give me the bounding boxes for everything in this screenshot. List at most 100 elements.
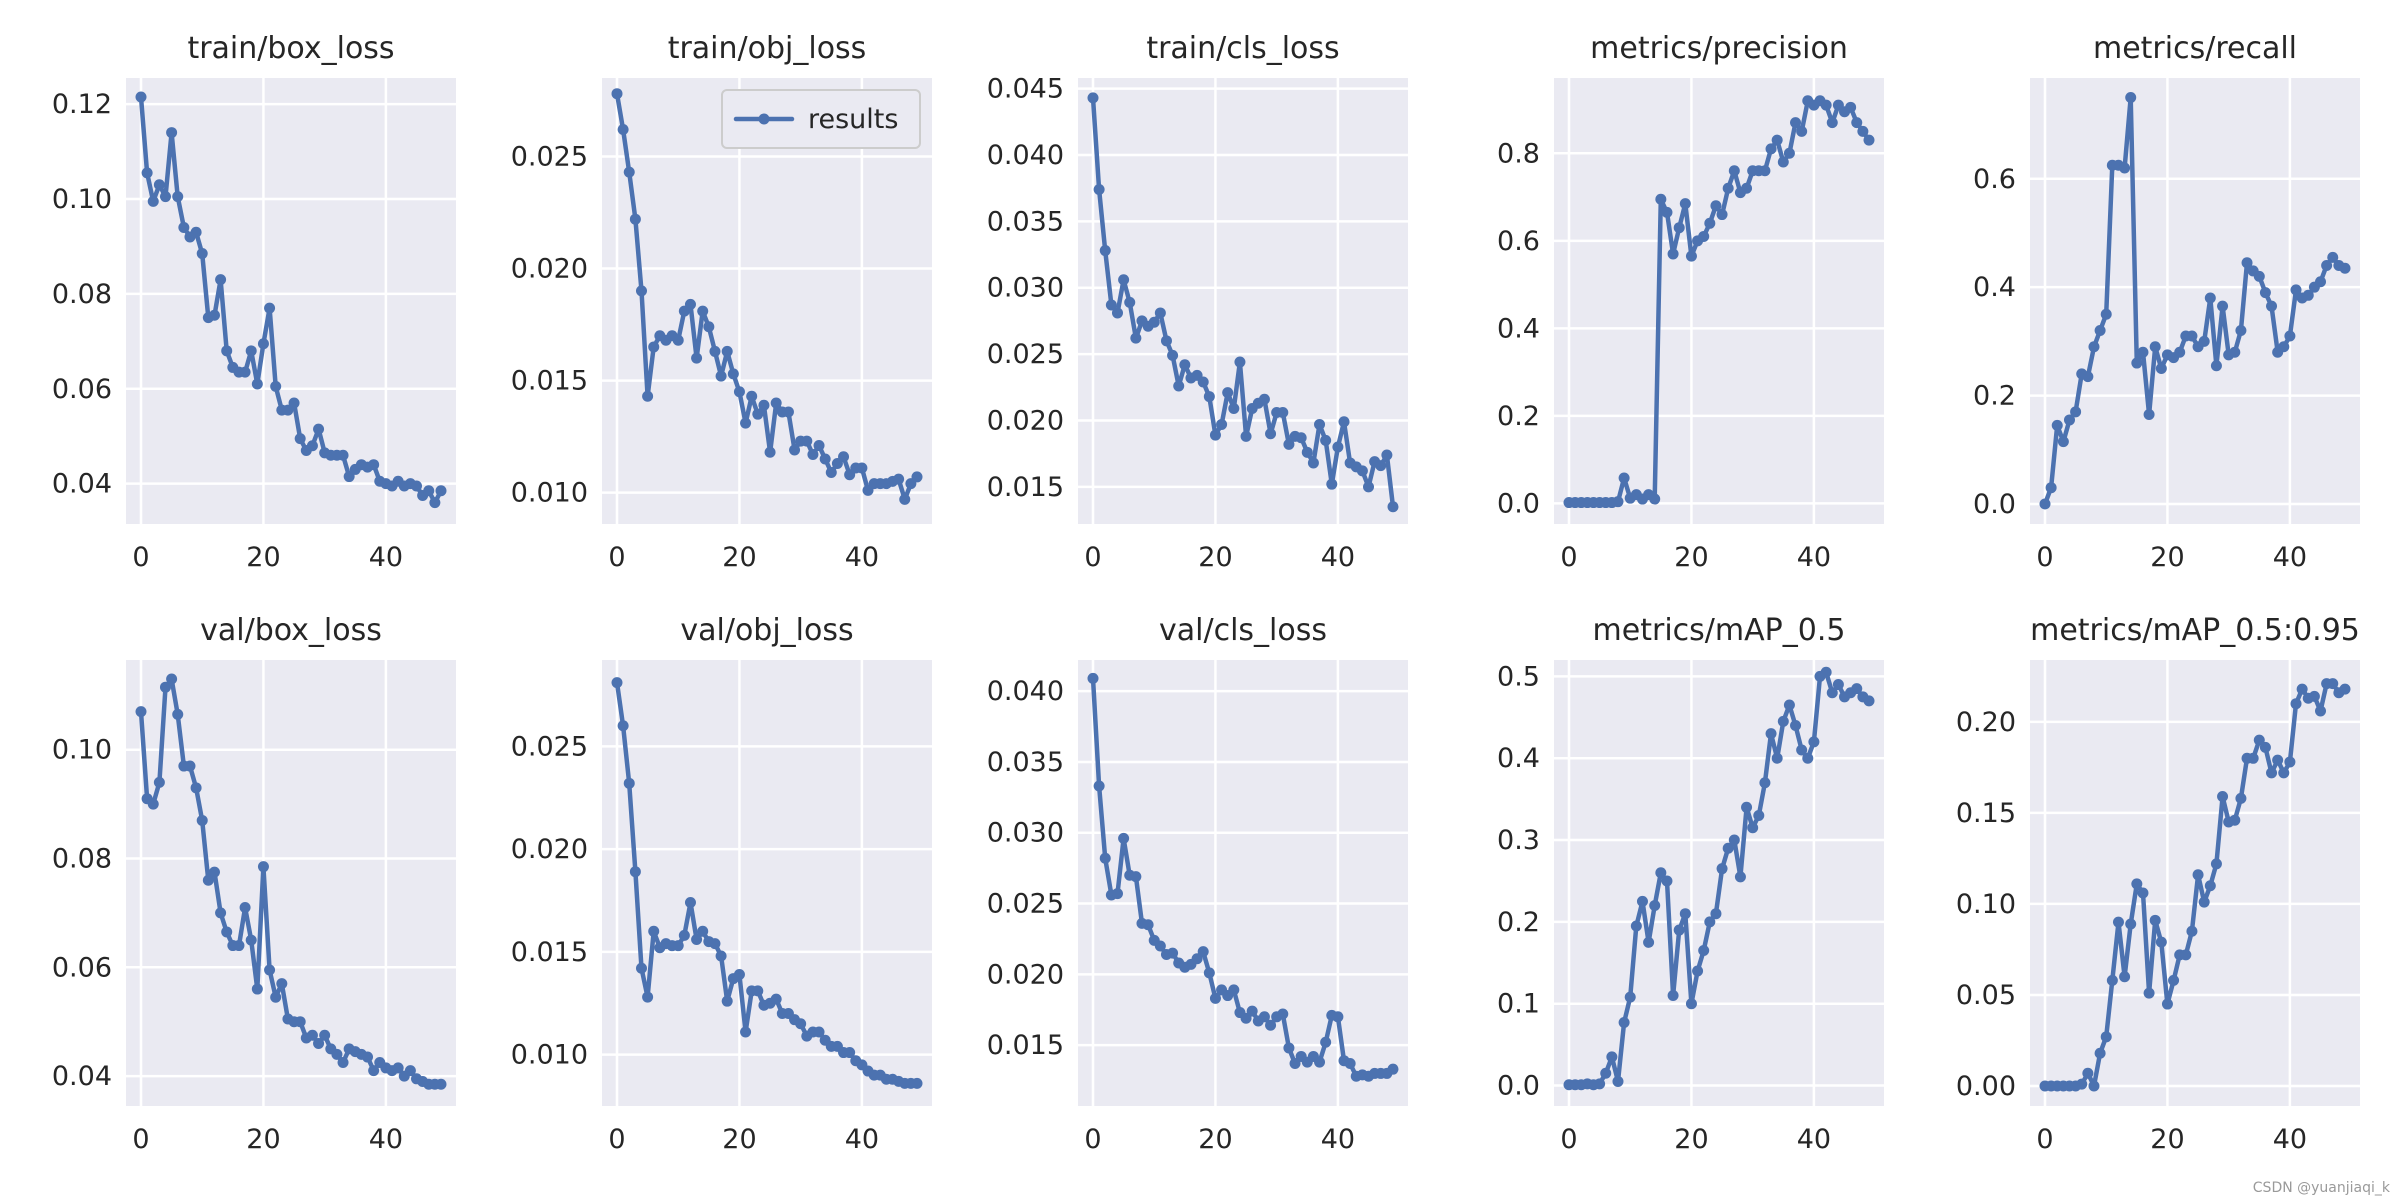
data-point: [184, 760, 196, 772]
data-point: [1722, 182, 1734, 194]
data-point: [764, 446, 776, 458]
data-point: [368, 1065, 380, 1077]
data-point: [1679, 908, 1691, 920]
data-point: [1655, 193, 1667, 205]
data-point: [1203, 391, 1215, 403]
data-point: [1160, 335, 1172, 347]
chart-panel-val-box-loss: 0 20 40 0.04 0.06 0.08 0.10 val/box_loss: [52, 613, 456, 1155]
data-point: [2315, 276, 2327, 288]
data-point: [147, 798, 159, 810]
y-tick-label: 0.015: [987, 1030, 1064, 1061]
data-point: [1771, 134, 1783, 146]
data-point: [1087, 672, 1099, 684]
data-point: [411, 480, 423, 492]
data-point: [2143, 987, 2155, 999]
data-point: [1387, 1063, 1399, 1075]
data-point: [770, 993, 782, 1005]
x-tick-label: 0: [1084, 1124, 1101, 1155]
data-point: [221, 926, 233, 938]
data-point: [239, 901, 251, 913]
data-point: [611, 88, 623, 100]
data-point: [721, 995, 733, 1007]
data-point: [1845, 101, 1857, 113]
data-point: [1698, 230, 1710, 242]
data-point: [838, 451, 850, 463]
data-point: [1167, 349, 1179, 361]
data-point: [2253, 270, 2265, 282]
data-point: [1314, 418, 1326, 430]
data-point: [758, 399, 770, 411]
data-point: [1759, 777, 1771, 789]
data-point: [1741, 182, 1753, 194]
x-tick-label: 20: [1674, 542, 1708, 573]
data-point: [2186, 330, 2198, 342]
data-point: [819, 453, 831, 465]
data-point: [1685, 250, 1697, 262]
y-tick-label: 0.15: [1956, 798, 2016, 829]
data-point: [245, 345, 257, 357]
y-tick-label: 0.04: [52, 469, 112, 500]
x-tick-label: 20: [2150, 1124, 2184, 1155]
data-point: [1771, 752, 1783, 764]
data-point: [2229, 814, 2241, 826]
data-point: [1105, 299, 1117, 311]
data-point: [752, 985, 764, 997]
chart-title: train/obj_loss: [668, 31, 867, 66]
data-point: [141, 167, 153, 179]
data-point: [404, 1065, 416, 1077]
y-tick-label: 0.035: [987, 206, 1064, 237]
data-point: [2321, 260, 2333, 272]
data-point: [2094, 1047, 2106, 1059]
y-tick-label: 0.015: [987, 472, 1064, 503]
data-point: [703, 321, 715, 333]
x-tick-label: 0: [608, 1124, 625, 1155]
data-point: [233, 940, 245, 952]
data-point: [1320, 434, 1332, 446]
data-point: [1222, 387, 1234, 399]
y-tick-label: 0.020: [987, 959, 1064, 990]
data-point: [2229, 346, 2241, 358]
y-tick-label: 0.025: [511, 141, 588, 172]
data-point: [1618, 1017, 1630, 1029]
x-tick-label: 20: [2150, 542, 2184, 573]
chart-panel-train-box-loss: 0 20 40 0.04 0.06 0.08 0.10 0.12 train/box_loss: [52, 31, 456, 573]
data-point: [282, 404, 294, 416]
data-point: [239, 366, 251, 378]
data-point: [2266, 767, 2278, 779]
data-point: [697, 305, 709, 317]
data-point: [2308, 690, 2320, 702]
data-point: [2180, 949, 2192, 961]
data-point: [678, 929, 690, 941]
data-point: [2247, 752, 2259, 764]
data-point: [2284, 756, 2296, 768]
data-point: [208, 866, 220, 878]
data-point: [135, 706, 147, 718]
data-point: [288, 397, 300, 409]
data-point: [1728, 834, 1740, 846]
y-tick-label: 0.6: [1973, 164, 2016, 195]
data-point: [251, 378, 263, 390]
data-point: [1851, 683, 1863, 695]
data-point: [1197, 946, 1209, 958]
data-point: [2327, 251, 2339, 263]
chart-title: val/cls_loss: [1159, 613, 1327, 648]
data-point: [1167, 947, 1179, 959]
data-point: [2241, 257, 2253, 269]
y-tick-label: 0.20: [1956, 707, 2016, 738]
x-tick-label: 40: [1797, 1124, 1831, 1155]
y-tick-label: 0.06: [52, 374, 112, 405]
data-point: [1820, 666, 1832, 678]
y-tick-label: 0.030: [987, 818, 1064, 849]
data-point: [740, 417, 752, 429]
data-point: [1704, 916, 1716, 928]
x-tick-label: 0: [2036, 542, 2053, 573]
data-point: [697, 925, 709, 937]
y-tick-label: 0.6: [1497, 226, 1540, 257]
chart-panel-train-cls-loss: 0 20 40 0.015 0.020 0.025 0.030 0.035 0.040 0.045…: [987, 31, 1408, 573]
data-point: [294, 433, 306, 445]
data-point: [2235, 792, 2247, 804]
legend-label: results: [808, 104, 898, 135]
data-point: [2259, 287, 2271, 299]
y-tick-label: 0.2: [1497, 401, 1540, 432]
